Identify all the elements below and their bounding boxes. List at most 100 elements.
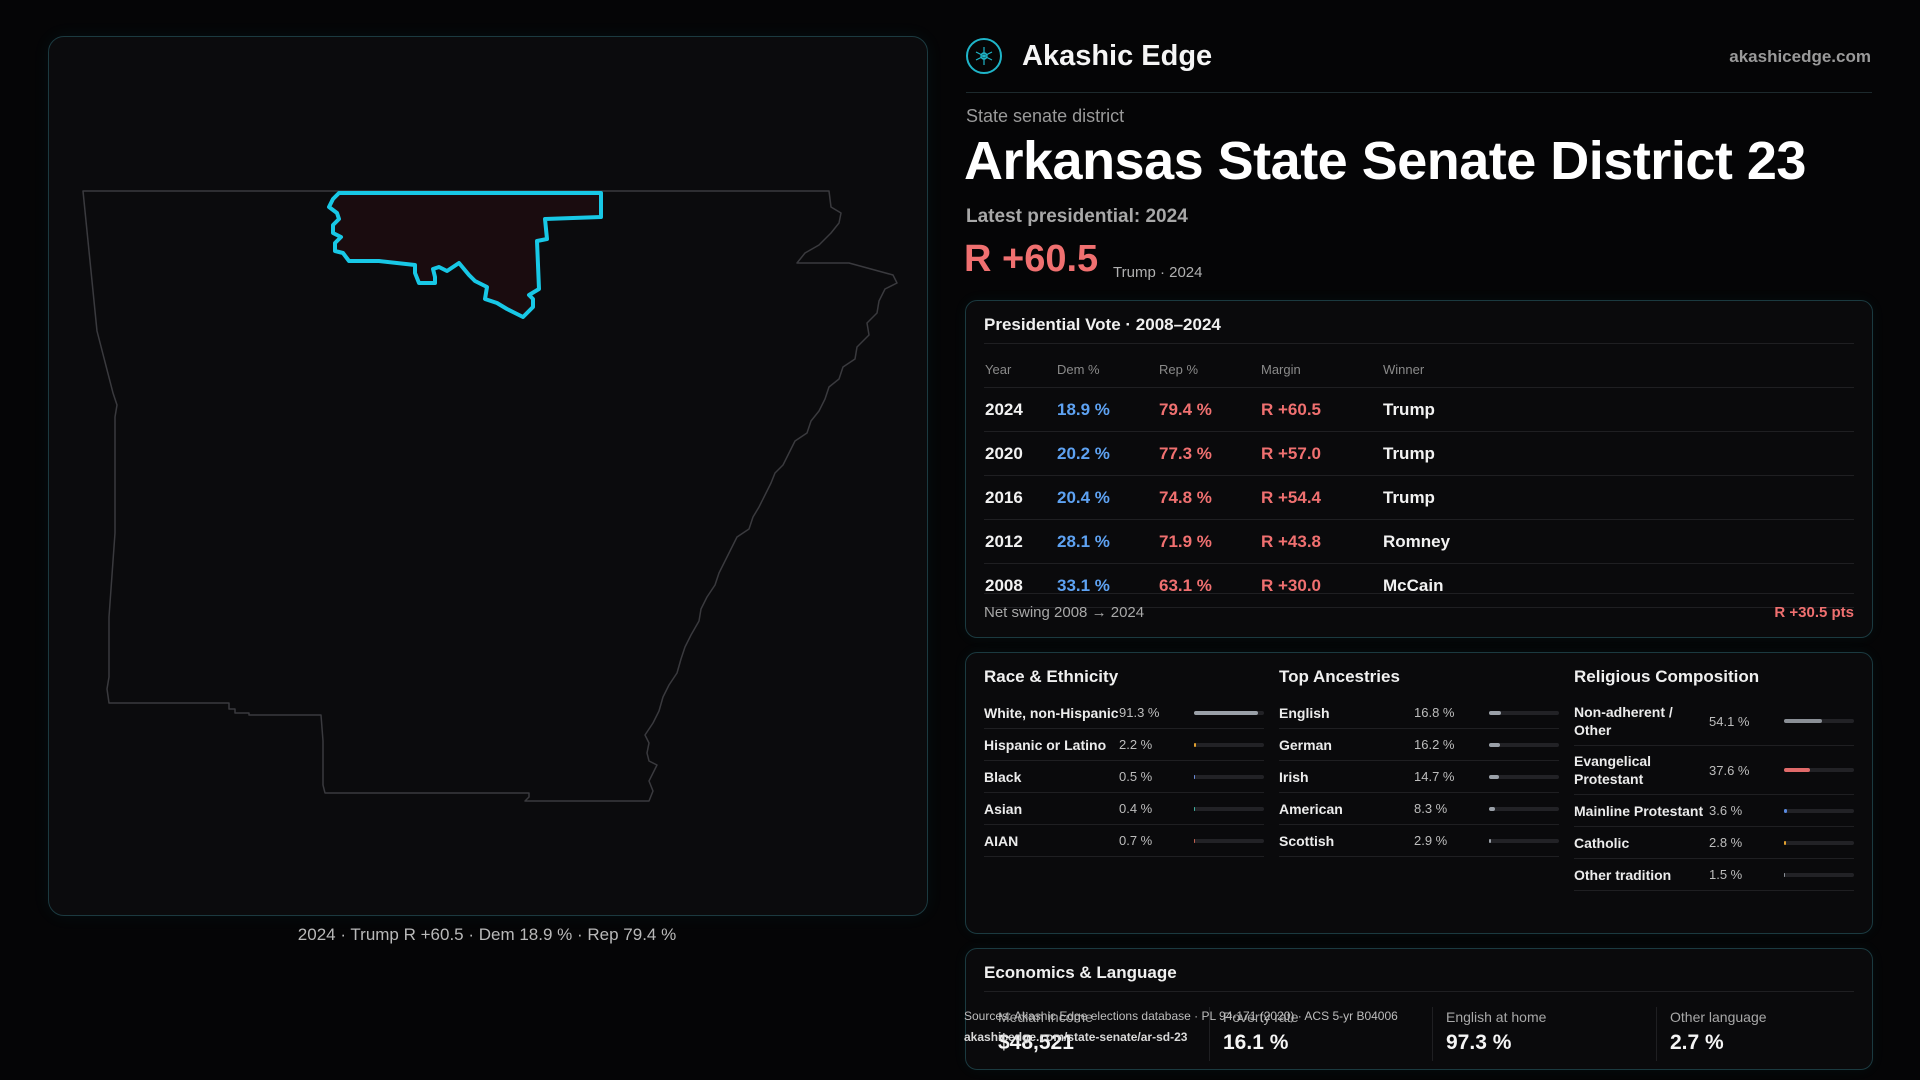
race-bar — [1194, 710, 1258, 715]
religion-label: Non-adherent / Other — [1574, 704, 1673, 738]
stat-divider — [1209, 1007, 1210, 1061]
presidential-card-title: Presidential Vote · 2008–2024 — [984, 315, 1221, 334]
stat-other-language: Other language 2.7 % — [1670, 1009, 1767, 1055]
table-row: 2016 20.4 % 74.8 % R +54.4 Trump — [984, 475, 1854, 520]
headline-margin: R +60.5 — [964, 238, 1099, 280]
header-year: Year — [984, 351, 1056, 388]
religion-row: Other tradition 1.5 % — [1574, 859, 1854, 891]
latest-presidential-label: Latest presidential: 2024 — [966, 206, 1188, 227]
cell-winner: Trump — [1382, 475, 1854, 520]
cell-winner: Trump — [1382, 387, 1854, 432]
ancestry-value: 16.2 % — [1414, 737, 1455, 752]
ancestry-row: German 16.2 % — [1279, 729, 1559, 761]
religion-label: Catholic — [1574, 834, 1630, 851]
card-divider — [984, 991, 1854, 992]
race-label: AIAN — [984, 832, 1019, 849]
cell-dem: 20.4 % — [1056, 475, 1158, 520]
brand-url-link[interactable]: akashicedge.com — [1729, 47, 1871, 66]
ancestry-bar — [1489, 710, 1501, 715]
source-url-link[interactable]: akashicedge.com/state-senate/ar-sd-23 — [964, 1030, 1188, 1044]
net-swing-label: Net swing 2008 → 2024 — [984, 603, 1145, 621]
page-title: Arkansas State Senate District 23 — [964, 131, 1806, 191]
religion-bar — [1784, 840, 1786, 845]
religion-title: Religious Composition — [1574, 667, 1760, 686]
race-value: 0.4 % — [1119, 801, 1153, 816]
ancestry-label: American — [1279, 800, 1343, 817]
stat-value: 2.7 % — [1670, 1031, 1724, 1054]
economics-title: Economics & Language — [984, 963, 1177, 982]
ancestry-row: American 8.3 % — [1279, 793, 1559, 825]
net-swing-value: R +30.5 pts — [1774, 603, 1854, 621]
table-row: 2024 18.9 % 79.4 % R +60.5 Trump — [984, 387, 1854, 432]
cell-winner: McCain — [1382, 563, 1854, 608]
religion-bar — [1784, 808, 1787, 813]
demographics-card: Race & Ethnicity White, non-Hispanic 91.… — [965, 652, 1873, 934]
cell-year: 2012 — [984, 519, 1056, 564]
race-bar-track — [1194, 742, 1264, 747]
ancestry-label: Irish — [1279, 768, 1309, 785]
ancestry-label: English — [1279, 704, 1330, 721]
race-bar — [1194, 774, 1196, 779]
religion-bar-track — [1784, 808, 1854, 813]
ancestry-bar-track — [1489, 710, 1559, 715]
header-rep: Rep % — [1158, 351, 1260, 388]
race-bar-track — [1194, 774, 1264, 779]
district-23-highlight[interactable] — [327, 191, 603, 319]
state-outline — [82, 190, 898, 802]
table-row: 2008 33.1 % 63.1 % R +30.0 McCain — [984, 563, 1854, 608]
stat-value: 97.3 % — [1446, 1031, 1512, 1054]
stat-median-income: Median income $48,521 — [998, 1009, 1093, 1055]
race-label: Black — [984, 768, 1022, 785]
ancestry-value: 2.9 % — [1414, 833, 1448, 848]
religion-value: 37.6 % — [1709, 762, 1750, 778]
net-swing-row: Net swing 2008 → 2024 R +30.5 pts — [984, 593, 1854, 626]
race-bar — [1194, 742, 1196, 747]
religion-value: 2.8 % — [1709, 835, 1743, 850]
stat-label: Poverty rate — [1223, 1009, 1299, 1025]
cell-dem: 18.9 % — [1056, 387, 1158, 432]
ancestry-bar — [1489, 774, 1500, 779]
stat-divider — [1432, 1007, 1433, 1061]
race-label: White, non-Hispanic — [984, 704, 1119, 721]
table-header-row: Year Dem % Rep % Margin Winner — [984, 351, 1854, 388]
cell-year: 2020 — [984, 431, 1056, 476]
race-value: 0.5 % — [1119, 769, 1153, 784]
ancestry-bar — [1489, 838, 1492, 843]
ancestry-value: 14.7 % — [1414, 769, 1455, 784]
stat-label: Other language — [1670, 1009, 1767, 1025]
brand[interactable]: Akashic Edge — [966, 38, 1212, 74]
card-divider — [984, 343, 1854, 344]
ancestry-row: Scottish 2.9 % — [1279, 825, 1559, 857]
cell-rep: 63.1 % — [1158, 563, 1260, 608]
race-title: Race & Ethnicity — [984, 667, 1119, 686]
cell-winner: Trump — [1382, 431, 1854, 476]
header-dem: Dem % — [1056, 351, 1158, 388]
religion-bar-track — [1784, 872, 1854, 877]
cell-dem: 33.1 % — [1056, 563, 1158, 608]
ancestry-section: Top Ancestries English 16.8 % German 16.… — [1279, 667, 1559, 857]
district-map[interactable] — [49, 37, 927, 915]
ancestry-row: English 16.8 % — [1279, 697, 1559, 729]
religion-bar — [1784, 768, 1811, 772]
ancestry-title: Top Ancestries — [1279, 667, 1400, 686]
cell-year: 2024 — [984, 387, 1056, 432]
header-divider — [966, 92, 1872, 93]
religion-bar — [1784, 719, 1822, 723]
cell-rep: 71.9 % — [1158, 519, 1260, 564]
race-value: 2.2 % — [1119, 737, 1153, 752]
religion-row: Catholic 2.8 % — [1574, 827, 1854, 859]
cell-margin: R +43.8 — [1260, 519, 1382, 564]
religion-label: Mainline Protestant — [1574, 802, 1704, 819]
religion-value: 54.1 % — [1709, 713, 1750, 729]
ancestry-bar-track — [1489, 742, 1559, 747]
header-winner: Winner — [1382, 351, 1854, 388]
cell-winner: Romney — [1382, 519, 1854, 564]
religion-value: 3.6 % — [1709, 803, 1743, 818]
cell-rep: 77.3 % — [1158, 431, 1260, 476]
map-panel[interactable] — [48, 36, 928, 916]
cell-rep: 74.8 % — [1158, 475, 1260, 520]
ancestry-value: 16.8 % — [1414, 705, 1455, 720]
economics-card: Economics & Language Median income $48,5… — [965, 948, 1873, 1070]
religion-bar-track — [1784, 719, 1854, 723]
ancestry-bar — [1489, 742, 1501, 747]
